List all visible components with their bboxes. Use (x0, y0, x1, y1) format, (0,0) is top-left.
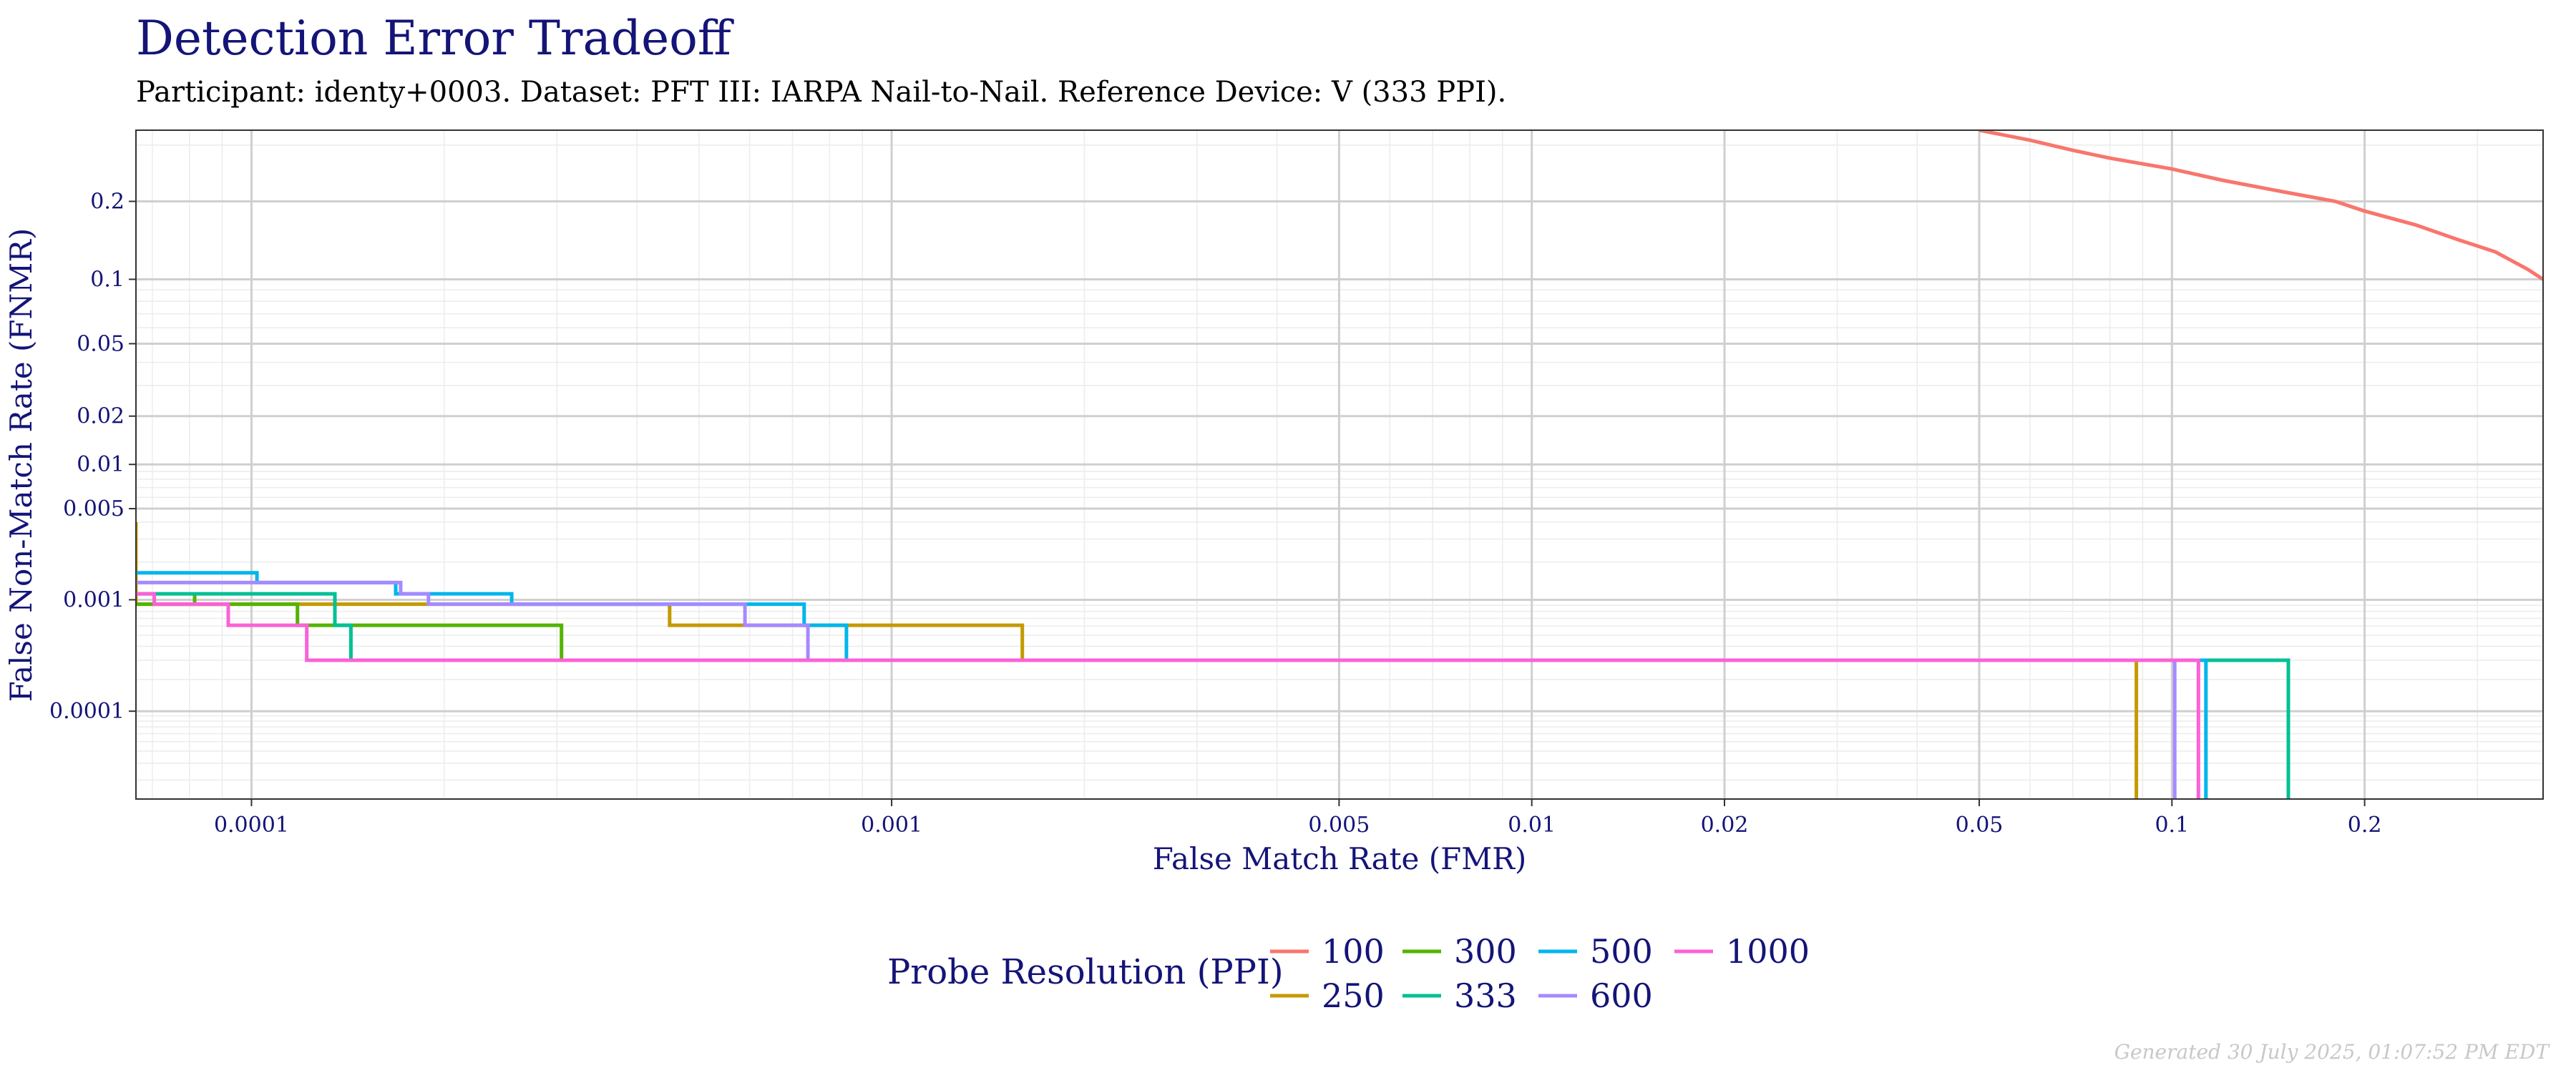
y-axis-title: False Non-Match Rate (FNMR) (4, 228, 39, 702)
legend-label-1000: 1000 (1726, 932, 1810, 971)
x-tick-label: 0.1 (2155, 813, 2189, 838)
legend-label-600: 600 (1590, 976, 1653, 1015)
y-tick-label: 0.01 (77, 452, 125, 477)
legend-label-100: 100 (1322, 932, 1385, 971)
y-tick-label: 0.02 (77, 404, 125, 429)
x-tick-label: 0.2 (2348, 813, 2382, 838)
x-tick-label: 0.01 (1508, 813, 1556, 838)
generated-timestamp: Generated 30 July 2025, 01:07:52 PM EDT (2114, 1040, 2551, 1064)
x-axis-ticks: 0.0001 0.001 0.005 0.01 0.02 0.05 0.1 0.2 (214, 799, 2382, 838)
y-tick-label: 0.001 (63, 587, 125, 612)
legend-title: Probe Resolution (PPI) (887, 952, 1284, 992)
x-tick-label: 0.05 (1956, 813, 2004, 838)
series-line-100 (1979, 130, 2543, 281)
series-line-1000 (136, 592, 2200, 799)
x-tick-label: 0.005 (1308, 813, 1370, 838)
y-tick-label: 0.1 (90, 267, 125, 292)
y-tick-label: 0.005 (63, 496, 125, 521)
x-tick-label: 0.0001 (214, 813, 289, 838)
chart-subtitle: Participant: identy+0003. Dataset: PFT I… (136, 76, 1506, 109)
y-tick-label: 0.0001 (49, 699, 125, 724)
plot-series (136, 130, 2543, 799)
x-tick-label: 0.02 (1701, 813, 1749, 838)
x-tick-label: 0.001 (861, 813, 922, 838)
legend-label-300: 300 (1454, 932, 1517, 971)
y-axis-ticks: 0.0001 0.001 0.005 0.01 0.02 0.05 0.1 0.2 (49, 189, 136, 724)
legend-label-250: 250 (1322, 976, 1385, 1015)
legend-label-500: 500 (1590, 932, 1653, 971)
legend-label-333: 333 (1454, 976, 1517, 1015)
chart-title: Detection Error Tradeoff (136, 11, 734, 66)
x-axis-title: False Match Rate (FMR) (1153, 841, 1527, 876)
legend: 100 250 300 333 500 600 1000 (1270, 932, 1810, 1015)
plot-grid (136, 130, 2543, 799)
y-tick-label: 0.2 (90, 189, 125, 214)
series-line-333 (136, 592, 2290, 799)
y-tick-label: 0.05 (77, 331, 125, 356)
